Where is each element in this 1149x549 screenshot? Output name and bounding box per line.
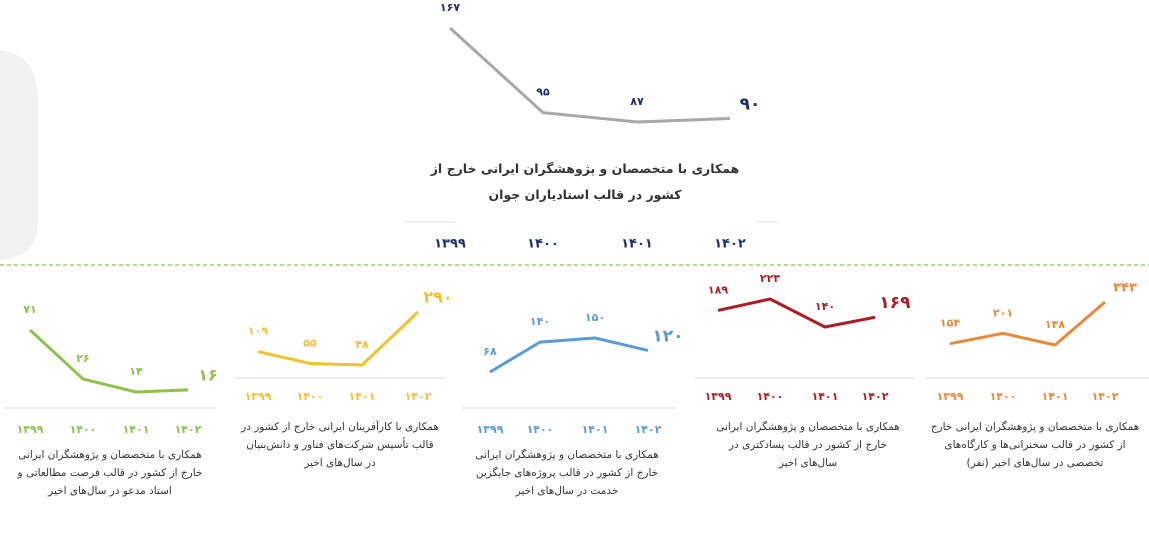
x-tick-label: ۱۳۹۹: [705, 390, 732, 403]
x-tick-label: ۱۳۹۹: [434, 237, 466, 252]
series-line: [949, 300, 1106, 347]
x-tick-label: ۱۳۹۹: [937, 390, 964, 403]
x-tick-label: ۱۴۰۱: [123, 423, 150, 436]
series-line: [28, 328, 189, 394]
x-tick-label: ۱۴۰۱: [812, 390, 839, 403]
value-label: ۱۴: [129, 365, 143, 378]
value-label: ۱۵۰: [585, 311, 605, 324]
chart-title: همکاری با متخصصان و پژوهشگران ایرانی خار…: [716, 421, 900, 469]
value-label: ۱۲۰: [652, 326, 683, 346]
value-label: ۷۱: [23, 303, 36, 316]
x-tick-label: ۱۴۰۲: [635, 423, 662, 436]
chart-title: همکاری با متخصصان و پژوهشگران ایرانی خار…: [17, 449, 203, 497]
series-line: [448, 26, 731, 124]
series-line: [717, 297, 876, 329]
x-tick-label: ۱۴۰۱: [621, 237, 653, 252]
x-tick-label: ۱۴۰۰: [990, 390, 1017, 403]
x-tick-label: ۱۳۹۹: [245, 390, 272, 403]
x-tick-label: ۱۴۰۰: [527, 423, 554, 436]
x-tick-label: ۱۴۰۰: [527, 237, 559, 252]
value-label: ۱۶۷: [440, 1, 460, 14]
value-label: ۳۴۳: [1113, 281, 1137, 296]
value-label: ۲۹۰: [423, 288, 452, 307]
value-label: ۱۴۸: [1045, 318, 1065, 331]
value-label: ۱۶۹: [879, 293, 911, 313]
x-tick-label: ۱۳۹۹: [477, 423, 504, 436]
value-label: ۱۸۹: [708, 283, 728, 296]
x-tick-label: ۱۴۰۱: [1042, 390, 1069, 403]
x-tick-label: ۱۴۰۲: [1092, 390, 1119, 403]
chart-title: همکاری با متخصصان و پژوهشگران ایرانی خار…: [430, 161, 740, 202]
value-label: ۱۵۴: [940, 317, 960, 330]
side-panel: [0, 50, 38, 260]
value-label: ۵۵: [303, 336, 317, 349]
x-tick-label: ۱۴۰۰: [70, 423, 97, 436]
x-tick-label: ۱۴۰۱: [582, 423, 609, 436]
chart-title: همکاری با کارآفرینان ایرانی خارج از کشور…: [241, 421, 439, 469]
chart-title: همکاری با متخصصان و پژوهشگران ایرانی خار…: [475, 449, 659, 497]
series-line: [257, 310, 420, 367]
value-label: ۱۴۰: [530, 315, 550, 328]
x-tick-label: ۱۳۹۹: [17, 423, 44, 436]
series-line: [489, 336, 649, 374]
value-label: ۹۰: [740, 94, 761, 114]
value-label: ۲۰۱: [993, 306, 1013, 319]
value-label: ۲۲۳: [760, 272, 780, 285]
x-tick-label: ۱۴۰۰: [297, 390, 324, 403]
value-label: ۹۵: [536, 86, 550, 99]
value-label: ۲۶: [76, 352, 89, 365]
x-tick-label: ۱۴۰۲: [862, 390, 889, 403]
value-label: ۶۸: [483, 345, 497, 358]
value-label: ۱۴۰: [815, 300, 835, 313]
value-label: ۸۷: [630, 95, 644, 108]
x-tick-label: ۱۴۰۲: [175, 423, 202, 436]
x-tick-label: ۱۴۰۱: [349, 390, 376, 403]
chart-title: همکاری با متخصصان و پژوهشگران ایرانی خار…: [930, 421, 1140, 469]
x-tick-label: ۱۴۰۰: [757, 390, 784, 403]
value-label: ۱۶: [198, 365, 218, 384]
value-label: ۱۰۹: [248, 325, 268, 338]
x-tick-label: ۱۴۰۲: [405, 390, 432, 403]
value-label: ۴۸: [355, 338, 369, 351]
x-tick-label: ۱۴۰۲: [714, 237, 746, 252]
